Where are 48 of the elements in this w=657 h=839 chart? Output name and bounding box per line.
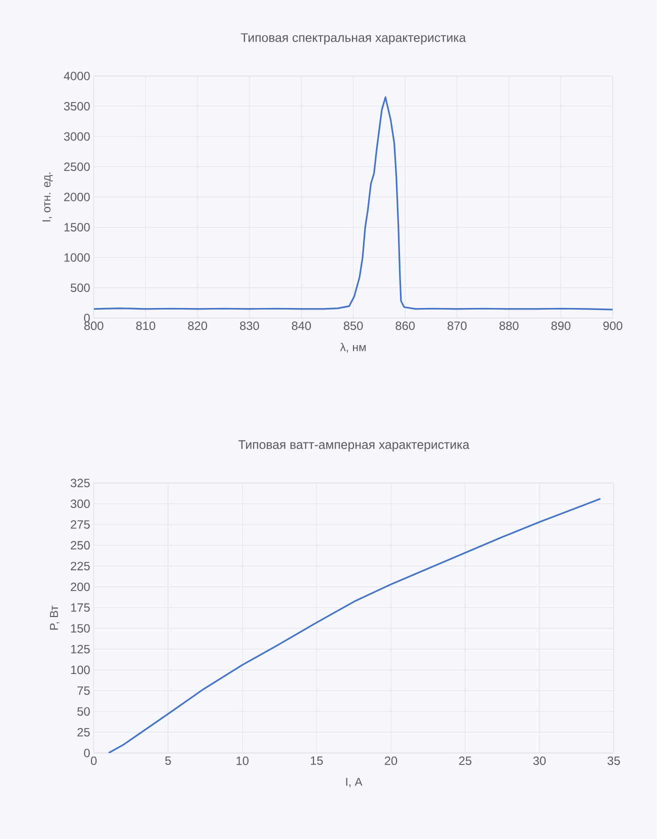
x-tick-label: 860	[396, 322, 415, 330]
y-tick-label: 50	[77, 707, 90, 716]
y-axis-title: P, Вт	[50, 606, 60, 630]
x-tick-label: 870	[448, 322, 467, 330]
x-tick-label: 30	[533, 756, 546, 766]
y-tick-label: 0	[84, 748, 90, 758]
y-tick-label: 175	[71, 603, 90, 612]
x-tick-label: 800	[84, 322, 104, 330]
x-axis-title: I, А	[346, 778, 362, 788]
y-tick-label: 225	[70, 562, 90, 570]
y-tick-label: 2500	[64, 162, 90, 172]
x-tick-label: 25	[459, 756, 472, 766]
x-axis-title: λ, нм	[340, 342, 366, 353]
x-tick-label: 900	[603, 322, 622, 330]
y-tick-label: 250	[70, 541, 90, 550]
y-tick-label: 300	[70, 500, 90, 508]
chart-title: Типовая спектральная характеристика	[241, 33, 466, 44]
x-tick-label: 810	[136, 322, 156, 330]
x-tick-label: 35	[608, 756, 620, 766]
y-tick-label: 200	[70, 582, 90, 592]
y-tick-label: 125	[71, 644, 90, 654]
x-tick-label: 890	[551, 322, 571, 330]
x-tick-label: 820	[188, 322, 208, 330]
x-tick-label: 0	[91, 756, 97, 766]
x-tick-label: 840	[292, 322, 312, 330]
y-tick-label: 325	[70, 478, 90, 488]
y-tick-label: 2000	[64, 192, 90, 202]
y-tick-label: 75	[78, 686, 90, 695]
y-tick-label: 3000	[64, 132, 90, 141]
x-tick-label: 20	[384, 756, 398, 766]
y-tick-label: 0	[84, 314, 90, 322]
y-tick-label: 100	[71, 666, 90, 674]
y-axis-title: I, отн. ед.	[42, 172, 53, 222]
x-tick-label: 880	[500, 322, 519, 330]
y-tick-label: 275	[70, 520, 90, 529]
x-tick-label: 5	[165, 756, 171, 765]
x-tick-label: 10	[236, 756, 249, 766]
y-tick-label: 1000	[64, 253, 90, 262]
y-tick-label: 150	[71, 624, 90, 633]
x-tick-label: 850	[344, 322, 363, 330]
y-tick-label: 3500	[64, 102, 90, 111]
y-tick-label: 500	[70, 284, 90, 292]
x-tick-label: 15	[310, 756, 323, 765]
x-tick-label: 830	[240, 322, 260, 330]
y-tick-label: 4000	[64, 72, 90, 80]
chart-title: Типовая ватт-амперная характеристика	[238, 440, 470, 452]
y-tick-label: 25	[78, 728, 90, 736]
y-tick-label: 1500	[64, 223, 90, 232]
